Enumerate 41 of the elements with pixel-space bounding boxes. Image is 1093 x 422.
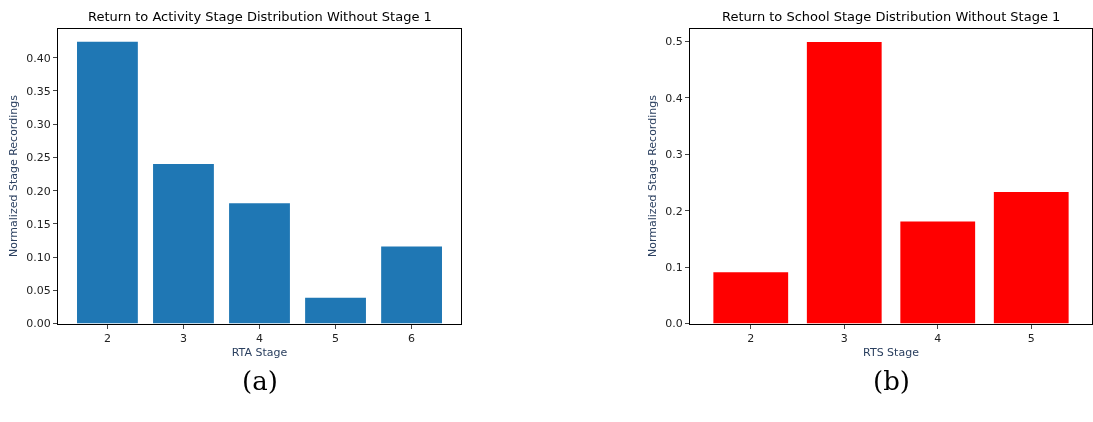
x-tick-label: 6: [408, 331, 416, 345]
y-tick-label: 0.35: [26, 84, 51, 98]
y-tick-label: 0.00: [26, 317, 51, 331]
bar: [993, 192, 1069, 324]
x-tick-label: 5: [332, 331, 340, 345]
y-tick-label: 0.0: [665, 317, 683, 331]
x-tick-label: 4: [934, 331, 942, 345]
x-tick-label: 4: [256, 331, 263, 345]
y-tick-label: 0.20: [26, 184, 51, 198]
y-tick-label: 0.30: [26, 118, 51, 132]
y-tick-label: 0.1: [665, 260, 683, 274]
x-tick-label: 3: [840, 331, 848, 345]
y-tick-label: 0.10: [26, 250, 51, 264]
y-tick-label: 0.2: [665, 204, 683, 218]
bar: [229, 203, 290, 324]
y-tick-label: 0.25: [26, 151, 51, 165]
bar: [806, 42, 882, 324]
x-tick-label: 2: [747, 331, 755, 345]
bar: [713, 272, 789, 324]
x-tick-label: 5: [1027, 331, 1035, 345]
text: (a): [242, 366, 278, 396]
y-tick-label: 0.4: [665, 91, 683, 105]
y-tick-label: 0.5: [665, 35, 683, 49]
bar: [305, 297, 366, 324]
chart-title: Return to School Stage Distribution Without Stage 1: [722, 9, 1061, 24]
x-tick-label: 3: [179, 331, 187, 345]
bar: [381, 246, 442, 324]
y-tick-label: 0.05: [26, 284, 51, 298]
x-axis-title: RTS Stage: [863, 345, 920, 359]
y-axis-title: Normalized Stage Recordings: [645, 94, 659, 257]
text: (b): [873, 366, 910, 396]
chart-title: Return to Activity Stage Distribution Without Stage 1: [88, 9, 432, 24]
bar: [900, 221, 976, 324]
y-tick-label: 0.3: [665, 148, 683, 162]
y-axis-title: Normalized Stage Recordings: [6, 94, 20, 257]
y-tick-label: 0.40: [26, 51, 51, 65]
bar: [153, 164, 214, 324]
bar: [77, 41, 138, 324]
x-axis-title: RTA Stage: [231, 345, 288, 359]
x-tick-label: 2: [103, 331, 111, 345]
y-tick-label: 0.15: [26, 217, 51, 231]
